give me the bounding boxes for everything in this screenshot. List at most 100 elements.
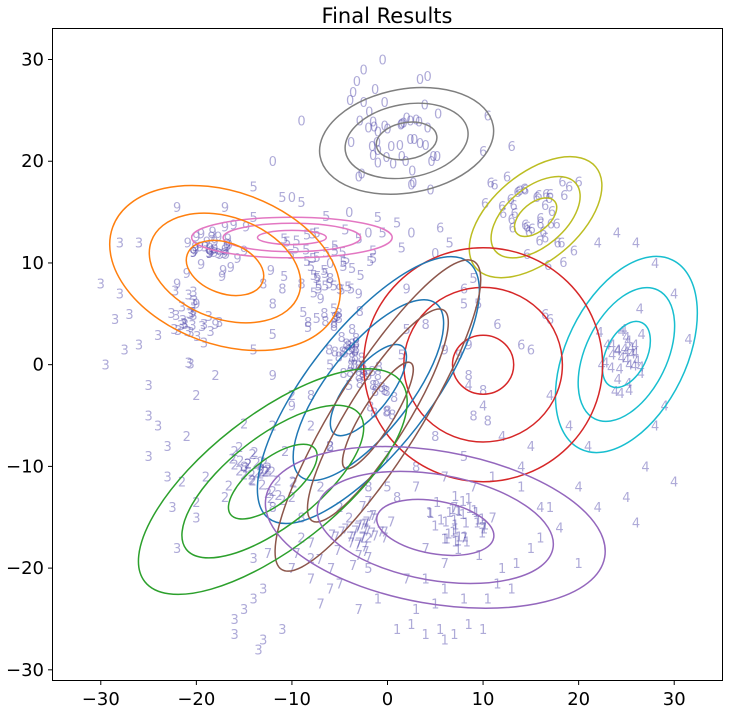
data-point-4: 4 bbox=[670, 288, 678, 303]
data-point-9: 9 bbox=[355, 288, 363, 303]
data-point-3: 3 bbox=[188, 298, 196, 313]
data-point-9: 9 bbox=[206, 247, 214, 262]
contour-ellipse-6-1 bbox=[292, 299, 445, 482]
data-point-4: 4 bbox=[617, 325, 625, 340]
data-point-3: 3 bbox=[179, 314, 187, 329]
data-point-0: 0 bbox=[345, 206, 353, 221]
data-point-5: 5 bbox=[348, 262, 356, 277]
data-point-6: 6 bbox=[436, 221, 444, 236]
data-point-1: 1 bbox=[454, 543, 462, 558]
data-point-1: 1 bbox=[437, 513, 445, 528]
data-point-7: 7 bbox=[328, 529, 336, 544]
data-point-3: 3 bbox=[250, 593, 258, 608]
data-point-8: 8 bbox=[422, 318, 430, 333]
data-point-1: 1 bbox=[393, 623, 401, 638]
data-point-4: 4 bbox=[625, 384, 633, 399]
data-point-7: 7 bbox=[326, 583, 334, 598]
data-point-1: 1 bbox=[454, 535, 462, 550]
data-point-0: 0 bbox=[380, 96, 388, 111]
data-point-6: 6 bbox=[547, 217, 555, 232]
data-point-9: 9 bbox=[288, 399, 296, 414]
chart-title: Final Results bbox=[322, 4, 453, 28]
contour-ellipse-0-0 bbox=[318, 86, 495, 195]
data-point-2: 2 bbox=[269, 485, 277, 500]
data-point-8: 8 bbox=[331, 345, 339, 360]
data-point-0: 0 bbox=[358, 167, 366, 182]
data-point-6: 6 bbox=[548, 205, 556, 220]
x-tick-label: −10 bbox=[273, 689, 311, 710]
data-point-0: 0 bbox=[365, 105, 373, 120]
data-point-5: 5 bbox=[292, 243, 300, 258]
data-point-5: 5 bbox=[445, 237, 453, 252]
data-point-8: 8 bbox=[297, 511, 305, 526]
contour-ellipse-7-2 bbox=[341, 361, 415, 470]
data-point-3: 3 bbox=[240, 603, 248, 618]
data-point-3: 3 bbox=[167, 307, 175, 322]
data-point-8: 8 bbox=[469, 410, 477, 425]
data-point-3: 3 bbox=[97, 277, 105, 292]
data-point-6: 6 bbox=[534, 189, 542, 204]
data-point-2: 2 bbox=[251, 446, 259, 461]
contour-ellipse-4-1 bbox=[222, 222, 362, 253]
data-point-6: 6 bbox=[521, 184, 529, 199]
data-point-1: 1 bbox=[441, 633, 449, 648]
data-point-8: 8 bbox=[352, 332, 360, 347]
data-point-5: 5 bbox=[321, 279, 329, 294]
data-point-7: 7 bbox=[346, 531, 354, 546]
data-point-1: 1 bbox=[443, 533, 451, 548]
data-point-9: 9 bbox=[192, 231, 200, 246]
data-point-1: 1 bbox=[445, 528, 453, 543]
data-point-7: 7 bbox=[355, 549, 363, 564]
data-point-5: 5 bbox=[341, 223, 349, 238]
data-point-2: 2 bbox=[202, 471, 210, 486]
data-point-2: 2 bbox=[261, 466, 269, 481]
x-tick-label: 30 bbox=[663, 689, 686, 710]
data-point-4: 4 bbox=[546, 389, 554, 404]
contour-ellipse-1-2 bbox=[513, 197, 558, 238]
data-point-0: 0 bbox=[326, 257, 334, 272]
data-point-3: 3 bbox=[144, 410, 152, 425]
data-point-3: 3 bbox=[207, 325, 215, 340]
data-point-0: 0 bbox=[382, 151, 390, 166]
data-point-1: 1 bbox=[498, 562, 506, 577]
data-point-3: 3 bbox=[135, 237, 143, 252]
data-point-3: 3 bbox=[181, 318, 189, 333]
data-point-5: 5 bbox=[374, 211, 382, 226]
data-point-4: 4 bbox=[614, 373, 622, 388]
data-point-5: 5 bbox=[398, 242, 406, 257]
data-point-3: 3 bbox=[135, 338, 143, 353]
data-point-3: 3 bbox=[186, 307, 194, 322]
data-point-6: 6 bbox=[545, 192, 553, 207]
data-point-0: 0 bbox=[370, 121, 378, 136]
contour-ellipse-9-1 bbox=[316, 470, 555, 585]
data-point-5: 5 bbox=[369, 252, 377, 267]
data-point-9: 9 bbox=[173, 201, 181, 216]
data-point-1: 1 bbox=[450, 628, 458, 643]
data-point-0: 0 bbox=[412, 114, 420, 129]
x-tick-label: −20 bbox=[177, 689, 215, 710]
data-point-2: 2 bbox=[230, 458, 238, 473]
data-point-5: 5 bbox=[460, 450, 468, 465]
contour-ellipse-8-1 bbox=[181, 404, 365, 559]
data-point-7: 7 bbox=[469, 481, 477, 496]
data-point-3: 3 bbox=[185, 357, 193, 372]
data-point-0: 0 bbox=[431, 247, 439, 262]
data-point-5: 5 bbox=[315, 282, 323, 297]
data-point-7: 7 bbox=[354, 521, 362, 536]
data-point-1: 1 bbox=[536, 532, 544, 547]
data-point-2: 2 bbox=[249, 448, 257, 463]
data-point-0: 0 bbox=[269, 155, 277, 170]
data-point-8: 8 bbox=[345, 343, 353, 358]
data-point-2: 2 bbox=[307, 552, 315, 567]
data-point-8: 8 bbox=[380, 384, 388, 399]
data-point-1: 1 bbox=[374, 593, 382, 608]
data-point-4: 4 bbox=[632, 237, 640, 252]
data-point-7: 7 bbox=[368, 527, 376, 542]
data-point-3: 3 bbox=[278, 623, 286, 638]
data-point-3: 3 bbox=[186, 308, 194, 323]
data-point-3: 3 bbox=[125, 308, 133, 323]
data-point-6: 6 bbox=[481, 197, 489, 212]
data-point-9: 9 bbox=[224, 233, 232, 248]
data-point-6: 6 bbox=[574, 176, 582, 191]
data-point-2: 2 bbox=[307, 420, 315, 435]
